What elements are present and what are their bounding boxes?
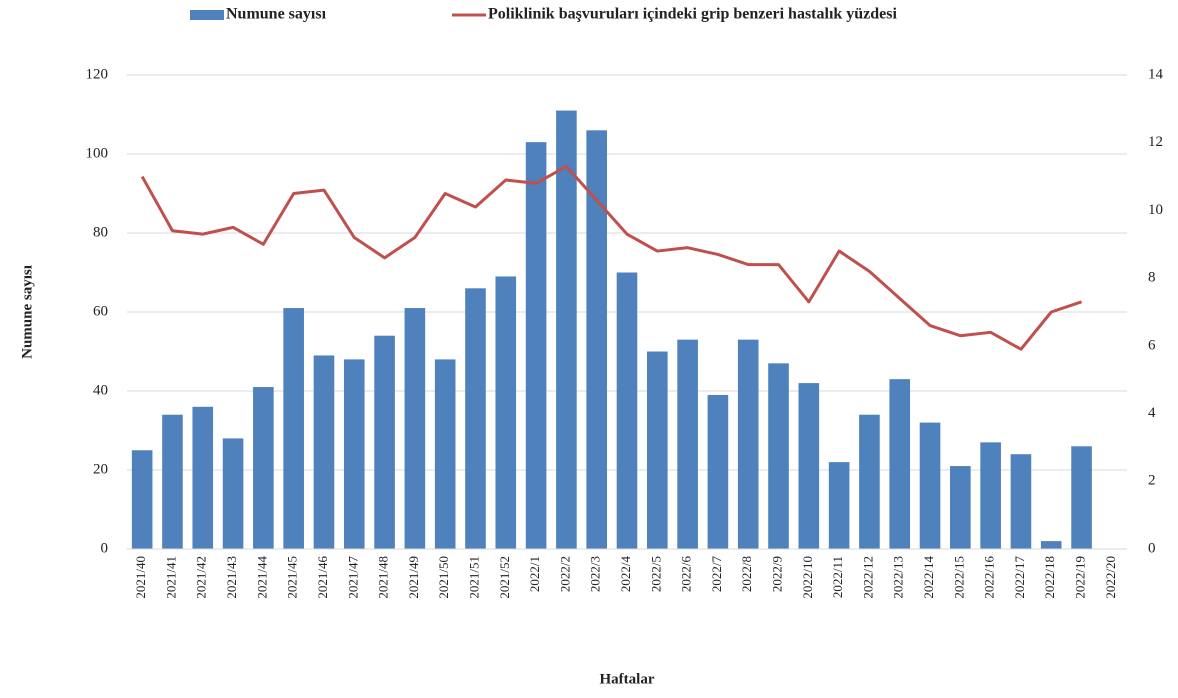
y2-tick-label: 10 [1148, 202, 1163, 218]
x-tick-label: 2021/52 [497, 556, 512, 599]
x-tick-label: 2021/40 [133, 556, 148, 599]
bar [1040, 541, 1062, 549]
y2-tick-label: 4 [1148, 405, 1156, 421]
x-tick-label: 2022/13 [891, 556, 906, 599]
bar [889, 379, 911, 549]
y-tick-label: 100 [86, 145, 109, 161]
x-tick-label: 2022/12 [860, 556, 875, 599]
x-tick-label: 2022/6 [679, 556, 694, 593]
x-tick-label: 2022/18 [1042, 556, 1057, 599]
y2-tick-label: 8 [1148, 270, 1156, 286]
bar [828, 462, 850, 549]
x-tick-label: 2022/14 [921, 556, 936, 599]
bar [677, 339, 698, 549]
x-tick-label: 2021/49 [406, 556, 421, 599]
bar [465, 288, 486, 549]
bar [707, 394, 729, 549]
x-tick-label: 2021/45 [285, 556, 300, 599]
x-tick-label: 2022/9 [769, 556, 784, 592]
x-tick-label: 2021/51 [466, 556, 481, 599]
bar [586, 130, 607, 550]
bar [647, 351, 668, 549]
x-tick-label: 2022/7 [709, 556, 724, 593]
x-tick-label: 2022/11 [830, 556, 845, 598]
bar [222, 438, 244, 549]
x-tick-label: 2022/10 [800, 556, 815, 599]
y2-tick-label: 6 [1148, 337, 1156, 353]
x-tick-label: 2022/19 [1073, 556, 1088, 599]
y-tick-label: 60 [93, 303, 108, 319]
x-tick-label: 2022/4 [618, 556, 633, 593]
bar [283, 308, 304, 549]
bar [556, 110, 577, 550]
bar [192, 406, 214, 549]
bar [131, 450, 153, 549]
y-tick-label: 120 [86, 66, 109, 82]
bar [1071, 446, 1092, 549]
y-tick-label: 0 [101, 540, 109, 556]
x-tick-label: 2021/46 [315, 556, 330, 599]
y2-tick-label: 2 [1148, 473, 1156, 489]
legend-label: Poliklinik başvuruları içindeki grip ben… [488, 6, 898, 23]
bar [1010, 454, 1032, 549]
bar [374, 335, 395, 549]
y-axis-title: Numune sayısı [19, 265, 35, 359]
bar [616, 272, 638, 549]
y-tick-label: 80 [93, 224, 108, 240]
bar [404, 308, 426, 549]
x-tick-label: 2021/47 [345, 556, 360, 599]
legend-label: Numune sayısı [226, 6, 327, 23]
x-tick-label: 2022/8 [739, 556, 754, 592]
bar [859, 414, 880, 549]
bar [343, 359, 365, 549]
bar [253, 387, 274, 549]
x-tick-label: 2022/16 [982, 556, 997, 599]
line [140, 164, 1083, 351]
x-tick-label: 2022/3 [588, 556, 603, 592]
y2-tick-label: 0 [1148, 540, 1156, 556]
x-tick-label: 2022/1 [527, 556, 542, 592]
y-tick-label: 20 [93, 461, 108, 477]
x-tick-label: 2022/20 [1103, 556, 1118, 599]
x-tick-label: 2021/43 [224, 556, 239, 599]
bar [798, 383, 820, 549]
legend-swatch [190, 10, 224, 20]
x-tick-label: 2021/48 [376, 556, 391, 599]
x-tick-label: 2022/15 [951, 556, 966, 599]
bar [525, 142, 547, 549]
y2-tick-label: 12 [1148, 134, 1163, 150]
x-tick-label: 2021/44 [254, 556, 269, 599]
x-axis-title: Haftalar [600, 671, 655, 687]
x-tick-label: 2021/42 [194, 556, 209, 599]
x-tick-label: 2022/5 [648, 556, 663, 592]
x-tick-label: 2021/41 [163, 556, 178, 599]
x-tick-label: 2022/2 [557, 556, 572, 592]
bar [313, 355, 335, 549]
bar [162, 414, 183, 549]
x-tick-label: 2021/50 [436, 556, 451, 599]
bar [950, 466, 971, 549]
bar [768, 363, 789, 549]
bar [495, 276, 517, 549]
bar [737, 339, 759, 549]
bar [980, 442, 1001, 549]
y-tick-label: 40 [93, 382, 108, 398]
bar [434, 359, 456, 549]
x-tick-label: 2022/17 [1012, 556, 1027, 599]
bar [919, 422, 941, 549]
y2-tick-label: 14 [1148, 66, 1164, 82]
